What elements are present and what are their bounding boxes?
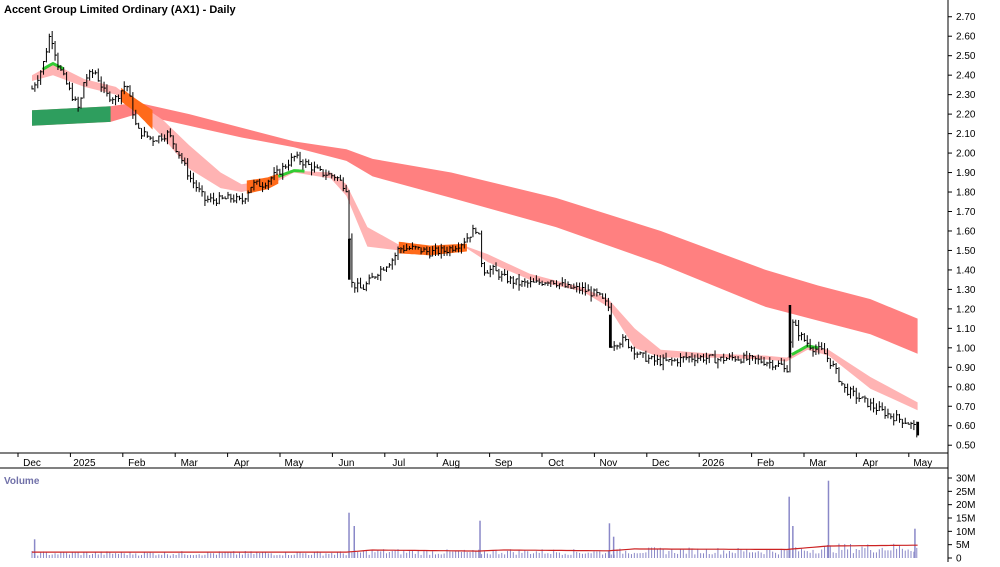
- gap-candle-0: [348, 238, 351, 280]
- y-tick-label: 1.30: [956, 285, 976, 296]
- y-tick-label: 2.40: [956, 71, 976, 82]
- x-tick-label: Oct: [548, 458, 564, 469]
- x-tick-label: 2026: [702, 458, 725, 469]
- x-tick-label: Feb: [757, 458, 775, 469]
- x-tick-label: Jul: [392, 458, 405, 469]
- long-term-band: [32, 102, 918, 354]
- y-tick-label: 1.60: [956, 226, 976, 237]
- x-tick-label: Nov: [600, 458, 618, 469]
- axes: 2.70 2.60 2.50 2.40 2.30 2.20 2.10 2.00 1.90 1.80…: [0, 0, 976, 562]
- price-bars: [31, 31, 920, 438]
- short-band-rising-segment-0: [121, 87, 153, 130]
- y-tick-label: 0.70: [956, 402, 976, 413]
- x-tick-label: Dec: [23, 458, 41, 469]
- y-tick-label: 1.80: [956, 188, 976, 199]
- y-tick-label: 1.40: [956, 265, 976, 276]
- chart-title: Accent Group Limited Ordinary (AX1) - Da…: [4, 4, 237, 16]
- y-tick-label: 1.70: [956, 207, 976, 218]
- x-tick-label: May: [285, 458, 304, 469]
- y-tick-label: 1.50: [956, 246, 976, 257]
- y-tick-label: 1.20: [956, 304, 976, 315]
- gap-candle-2: [788, 305, 792, 358]
- y-tick-label: 0.80: [956, 382, 976, 393]
- x-tick-label: Jun: [338, 458, 354, 469]
- x-tick-label: Apr: [234, 458, 250, 469]
- volume-tick-label: 10M: [956, 527, 975, 538]
- y-tick-label: 2.20: [956, 110, 976, 121]
- y-tick-label: 0.60: [956, 421, 976, 432]
- volume-tick-label: 30M: [956, 474, 975, 485]
- x-tick-label: 2025: [73, 458, 96, 469]
- long-band-green-segment: [32, 106, 111, 126]
- short-band-green-segment-2: [791, 344, 819, 356]
- x-tick-label: Dec: [652, 458, 670, 469]
- volume-tick-label: 15M: [956, 514, 975, 525]
- x-tick-label: Aug: [442, 458, 460, 469]
- y-tick-label: 1.90: [956, 168, 976, 179]
- x-tick-label: Apr: [863, 458, 879, 469]
- x-tick-label: Feb: [128, 458, 146, 469]
- x-tick-label: Mar: [181, 458, 199, 469]
- volume-tick-label: 5M: [956, 540, 970, 551]
- y-tick-label: 2.70: [956, 12, 976, 23]
- y-tick-label: 2.50: [956, 51, 976, 62]
- volume-panel: 30M 25M 20M 15M 10M 5M 0: [31, 474, 975, 565]
- gap-candle-1: [608, 314, 612, 348]
- y-tick-label: 2.10: [956, 129, 976, 140]
- volume-tick-label: 0: [956, 554, 962, 563]
- y-tick-label: 1.00: [956, 343, 976, 354]
- gap-candle-3: [916, 421, 920, 436]
- volume-average-line: [32, 544, 918, 553]
- y-tick-label: 0.50: [956, 441, 976, 452]
- x-tick-label: Sep: [495, 458, 513, 469]
- y-tick-label: 2.30: [956, 90, 976, 101]
- y-tick-label: 1.10: [956, 324, 976, 335]
- y-tick-label: 0.90: [956, 363, 976, 374]
- y-tick-label: 2.60: [956, 32, 976, 43]
- volume-tick-label: 20M: [956, 500, 975, 511]
- x-tick-label: Mar: [809, 458, 827, 469]
- x-tick-label: May: [913, 458, 932, 469]
- volume-tick-label: 25M: [956, 487, 975, 498]
- y-tick-label: 2.00: [956, 149, 976, 160]
- volume-label: Volume: [4, 476, 40, 487]
